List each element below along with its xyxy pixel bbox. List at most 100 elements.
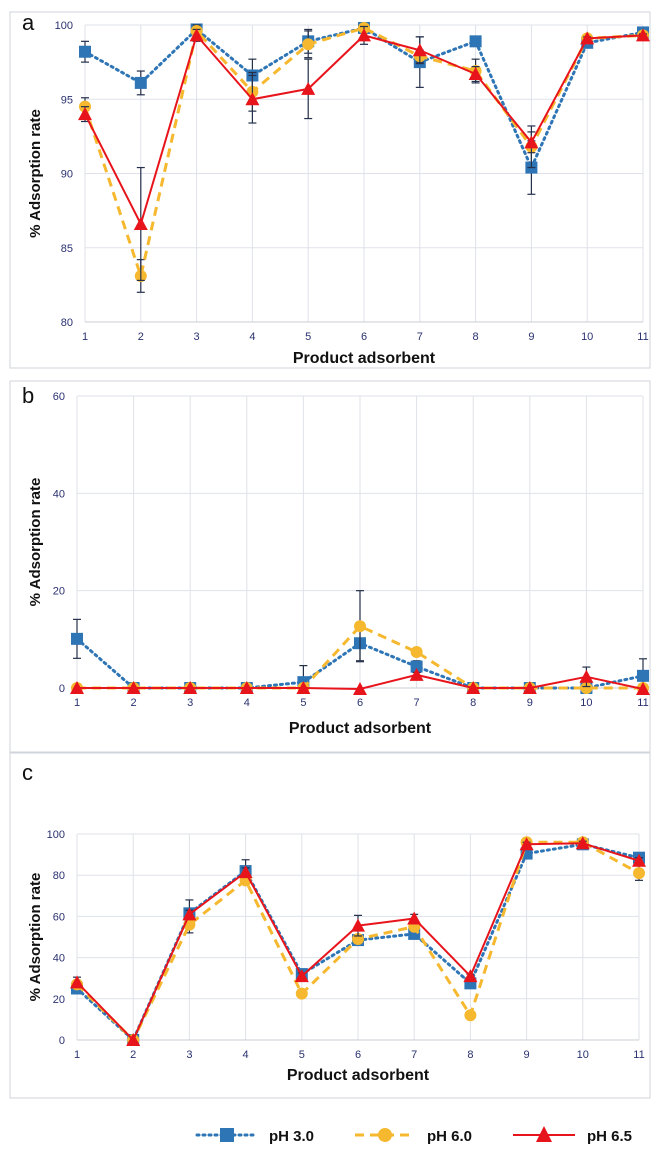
x-tick-label: 7	[414, 697, 420, 709]
series-ph65	[70, 836, 646, 1046]
x-tick-label: 2	[131, 697, 137, 709]
x-tick-label: 2	[130, 1049, 136, 1061]
data-point-ph65	[580, 31, 595, 45]
chart-panel-a: 80 85 90 95 100 1 2 3 4 5 6 7 8 9 10 11 Product adsorben…	[9, 10, 651, 369]
data-point-ph65	[632, 853, 646, 867]
chart-panel-c: 0 20 40 60 80 100 1 2 3 4 5 6 7 8 9 10 11 Product adsorbe…	[9, 752, 651, 1099]
data-point-ph65	[133, 216, 148, 230]
data-point-ph65	[357, 28, 371, 42]
y-tick-label: 20	[53, 994, 65, 1006]
x-tick-label: 11	[633, 1049, 644, 1061]
data-point-ph65	[301, 81, 316, 95]
x-tick-label: 4	[249, 331, 255, 343]
y-tick-label: 60	[53, 911, 65, 923]
y-tick-label: 80	[53, 870, 65, 882]
x-tick-label: 4	[244, 697, 250, 709]
data-point-ph65	[353, 681, 367, 695]
legend-item-ph65: pH 6.5	[513, 1126, 632, 1145]
panel-letter: b	[22, 383, 34, 408]
data-point-ph6	[580, 682, 593, 694]
panel-frame	[9, 11, 651, 369]
x-tick-label: 8	[467, 1049, 473, 1061]
y-axis-title: % Adsorption rate	[27, 873, 44, 1002]
y-axis-title: % Adsorption rate	[27, 109, 44, 238]
x-tick-label: 6	[357, 697, 363, 709]
data-point-ph65	[524, 135, 539, 149]
y-tick-label: 100	[47, 829, 65, 841]
data-point-ph65	[519, 837, 534, 851]
x-tick-label: 9	[527, 697, 533, 709]
data-point-ph65	[636, 681, 650, 695]
series-line-ph6	[83, 26, 644, 278]
chart-panel-b: 0 20 40 60 1 2 3 4 5 6 7 8 9 10 11 Product adsorbent % A…	[9, 380, 651, 753]
data-point-ph3	[469, 35, 482, 48]
x-tick-label: 3	[187, 697, 193, 709]
x-tick-label: 11	[637, 331, 648, 343]
data-point-ph65	[183, 681, 198, 694]
y-axis-title: % Adsorption rate	[27, 478, 44, 607]
y-tick-label: 0	[59, 1035, 65, 1047]
data-point-ph6	[295, 987, 308, 1000]
data-point-ph65	[70, 975, 84, 989]
y-tick-label: 90	[61, 169, 73, 181]
panel-frame	[9, 380, 651, 753]
x-tick-label: 8	[470, 697, 476, 709]
data-point-ph65	[238, 865, 253, 879]
x-tick-label: 1	[74, 1049, 80, 1061]
data-point-ph6	[464, 1009, 477, 1022]
data-point-ph65	[70, 681, 84, 694]
data-point-ph65	[189, 28, 204, 42]
y-tick-label: 100	[55, 20, 73, 32]
y-tick-label: 85	[61, 243, 73, 255]
data-point-ph65	[575, 836, 590, 850]
y-tick-label: 60	[53, 391, 65, 403]
x-tick-label: 5	[305, 331, 311, 343]
x-axis-title: Product adsorbent	[293, 350, 436, 367]
x-tick-label: 10	[580, 697, 592, 709]
panel-letter: c	[22, 760, 33, 785]
series-ph65	[70, 666, 650, 695]
x-tick-label: 8	[473, 331, 479, 343]
legend-label-ph65: pH 6.5	[587, 1128, 632, 1145]
legend-marker-ph6	[378, 1128, 392, 1142]
data-point-ph65	[296, 681, 311, 694]
panel-letter: a	[22, 10, 35, 35]
data-point-ph65	[351, 918, 365, 932]
x-tick-label: 5	[299, 1049, 305, 1061]
data-point-ph65	[182, 907, 197, 921]
x-tick-label: 6	[361, 331, 367, 343]
x-tick-label: 10	[577, 1049, 589, 1061]
data-point-ph65	[78, 107, 92, 121]
data-point-ph65	[245, 92, 260, 106]
x-tick-label: 7	[411, 1049, 417, 1061]
data-point-ph65	[412, 43, 427, 57]
data-point-ph3	[79, 45, 91, 58]
x-tick-label: 1	[74, 697, 80, 709]
legend-item-ph6: pH 6.0	[355, 1128, 472, 1145]
data-point-ph65	[636, 28, 650, 42]
x-tick-label: 9	[524, 1049, 530, 1061]
y-tick-label: 40	[53, 953, 65, 965]
data-point-ph65	[579, 669, 594, 683]
x-tick-label: 5	[300, 697, 306, 709]
legend-label-ph3: pH 3.0	[269, 1128, 314, 1145]
y-tick-label: 95	[61, 94, 73, 106]
data-point-ph6	[633, 867, 645, 880]
legend: pH 3.0 pH 6.0 pH 6.5	[195, 1126, 632, 1145]
data-point-ph65	[463, 969, 478, 983]
x-tick-label: 9	[528, 331, 534, 343]
data-point-ph3	[637, 669, 649, 682]
data-point-ph6	[354, 620, 366, 633]
data-point-ph3	[71, 632, 83, 645]
x-tick-label: 3	[194, 331, 200, 343]
x-tick-label: 10	[581, 331, 593, 343]
x-tick-label: 1	[82, 331, 88, 343]
data-point-ph3	[134, 76, 147, 89]
x-tick-label: 7	[417, 331, 423, 343]
data-point-ph65	[466, 681, 481, 694]
series-ph65	[78, 25, 650, 282]
y-tick-label: 40	[53, 488, 65, 500]
legend-item-ph3: pH 3.0	[195, 1128, 314, 1145]
x-axis-title: Product adsorbent	[287, 1067, 430, 1084]
